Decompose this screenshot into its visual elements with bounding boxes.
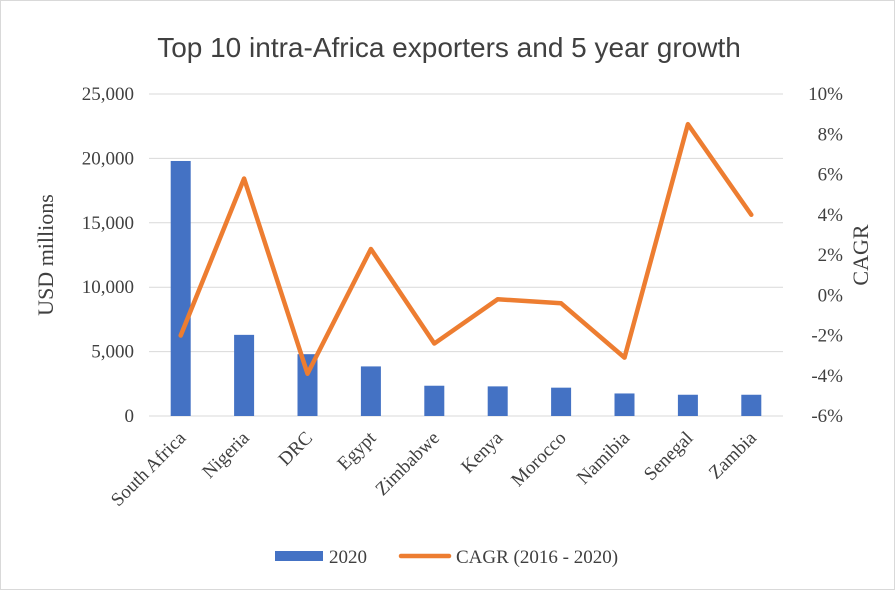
y-tick-label: 15,000 bbox=[82, 213, 134, 234]
bar-drc bbox=[297, 354, 318, 416]
y2-tick-label: 10% bbox=[808, 84, 843, 105]
bar-namibia bbox=[614, 393, 635, 416]
y2-tick-label: 8% bbox=[818, 124, 844, 145]
y2-tick-label: 6% bbox=[818, 165, 844, 186]
bar-senegal bbox=[677, 394, 698, 416]
bar-zambia bbox=[741, 394, 762, 416]
bar-nigeria bbox=[234, 334, 255, 416]
y2-tick-label: -4% bbox=[811, 366, 843, 387]
bar-kenya bbox=[487, 386, 508, 416]
chart-title: Top 10 intra-Africa exporters and 5 year… bbox=[157, 32, 741, 63]
y2-tick-label: -2% bbox=[811, 326, 843, 347]
y-tick-label: 25,000 bbox=[82, 84, 134, 105]
y2-tick-label: 2% bbox=[818, 245, 844, 266]
x-tick-label-morocco: Morocco bbox=[507, 428, 570, 491]
y2-axis-title: CAGR bbox=[848, 224, 873, 285]
x-tick-label-nigeria: Nigeria bbox=[198, 427, 254, 483]
gridlines bbox=[149, 93, 783, 417]
x-tick-label-drc: DRC bbox=[275, 428, 317, 470]
y2-tick-label: -6% bbox=[811, 406, 843, 427]
line-series-cagr bbox=[178, 121, 754, 376]
bar-morocco bbox=[551, 387, 572, 416]
y-axis-title: USD millions bbox=[33, 194, 58, 316]
right-axis-ticks: -6% -4% -2% 0% 2% 4% 6% 8% 10% bbox=[808, 84, 843, 427]
bar-zimbabwe bbox=[424, 385, 445, 416]
legend-swatch-bar bbox=[275, 551, 323, 561]
y-tick-label: 20,000 bbox=[82, 148, 134, 169]
y-tick-label: 0 bbox=[125, 406, 135, 427]
legend-label-2020: 2020 bbox=[329, 547, 367, 568]
x-tick-label-zambia: Zambia bbox=[705, 427, 761, 483]
bar-series-2020 bbox=[170, 160, 762, 416]
x-tick-label-kenya: Kenya bbox=[457, 427, 507, 477]
x-tick-label-senegal: Senegal bbox=[640, 428, 697, 485]
cagr-line bbox=[178, 121, 754, 376]
y2-tick-label: 0% bbox=[818, 285, 844, 306]
x-tick-label-south-africa: South Africa bbox=[107, 427, 191, 511]
legend-label-cagr: CAGR (2016 - 2020) bbox=[456, 547, 618, 568]
legend: 2020 CAGR (2016 - 2020) bbox=[275, 547, 618, 568]
bar-egypt bbox=[360, 366, 381, 416]
x-tick-label-namibia: Namibia bbox=[573, 427, 635, 489]
x-tick-label-egypt: Egypt bbox=[333, 427, 380, 474]
left-axis-ticks: 0 5,000 10,000 15,000 20,000 25,000 bbox=[82, 84, 134, 427]
y-tick-label: 5,000 bbox=[91, 342, 134, 363]
bar-south-africa bbox=[170, 160, 191, 416]
x-tick-label-zimbabwe: Zimbabwe bbox=[372, 428, 444, 500]
y-tick-label: 10,000 bbox=[82, 277, 134, 298]
y2-tick-label: 4% bbox=[818, 205, 844, 226]
